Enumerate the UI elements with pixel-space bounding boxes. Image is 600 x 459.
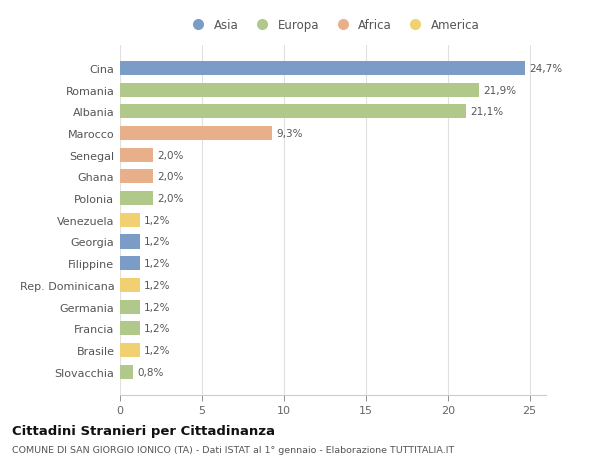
Bar	[120, 62, 525, 76]
Bar	[120, 365, 133, 379]
Bar	[120, 300, 140, 314]
Bar	[120, 213, 140, 227]
Text: 0,8%: 0,8%	[137, 367, 164, 377]
Bar	[120, 192, 153, 206]
Bar	[120, 105, 466, 119]
Text: 24,7%: 24,7%	[529, 64, 562, 74]
Text: 21,9%: 21,9%	[483, 85, 516, 95]
Bar	[120, 278, 140, 292]
Text: 21,1%: 21,1%	[470, 107, 503, 117]
Text: 1,2%: 1,2%	[144, 302, 170, 312]
Text: 2,0%: 2,0%	[157, 151, 183, 160]
Text: 1,2%: 1,2%	[144, 324, 170, 334]
Text: 1,2%: 1,2%	[144, 215, 170, 225]
Bar	[120, 127, 272, 141]
Bar	[120, 148, 153, 162]
Text: Cittadini Stranieri per Cittadinanza: Cittadini Stranieri per Cittadinanza	[12, 425, 275, 437]
Bar	[120, 170, 153, 184]
Text: 2,0%: 2,0%	[157, 172, 183, 182]
Text: COMUNE DI SAN GIORGIO IONICO (TA) - Dati ISTAT al 1° gennaio - Elaborazione TUTT: COMUNE DI SAN GIORGIO IONICO (TA) - Dati…	[12, 445, 454, 454]
Legend: Asia, Europa, Africa, America: Asia, Europa, Africa, America	[184, 17, 482, 34]
Bar	[120, 321, 140, 336]
Text: 1,2%: 1,2%	[144, 345, 170, 355]
Bar	[120, 84, 479, 97]
Text: 1,2%: 1,2%	[144, 237, 170, 247]
Bar	[120, 343, 140, 357]
Bar	[120, 235, 140, 249]
Text: 2,0%: 2,0%	[157, 194, 183, 204]
Text: 1,2%: 1,2%	[144, 280, 170, 290]
Text: 9,3%: 9,3%	[277, 129, 303, 139]
Bar	[120, 257, 140, 271]
Text: 1,2%: 1,2%	[144, 258, 170, 269]
